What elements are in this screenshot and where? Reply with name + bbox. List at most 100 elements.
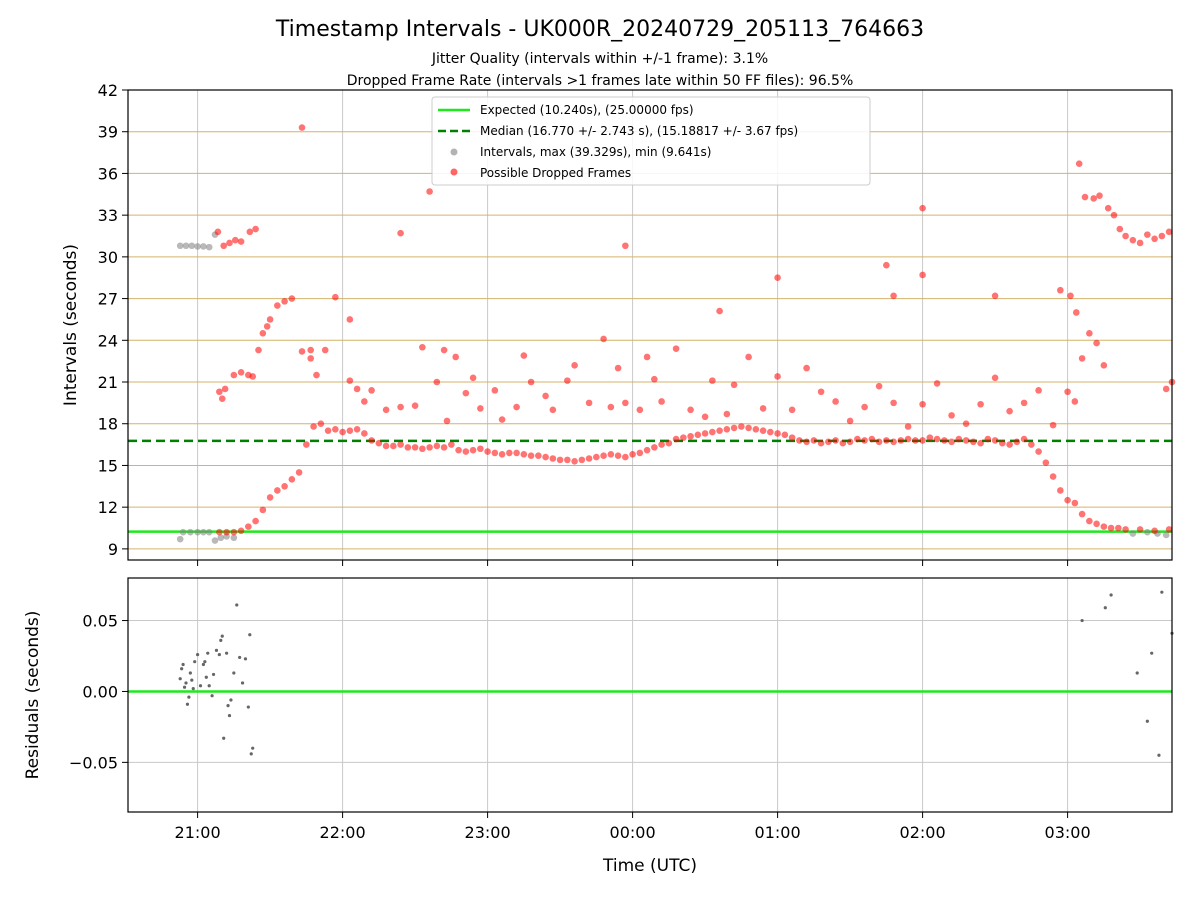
residual-point <box>178 677 182 681</box>
dropped-frame-point <box>549 455 557 462</box>
dropped-frame-point <box>774 373 781 380</box>
dropped-frame-point <box>1151 527 1158 535</box>
dropped-frame-point <box>585 455 593 462</box>
dropped-frame-point <box>252 517 259 525</box>
dropped-frame-point <box>680 434 687 441</box>
dropped-frame-point <box>832 398 839 405</box>
residual-point <box>210 694 214 698</box>
dropped-frame-point <box>281 298 288 305</box>
dropped-frame-point <box>477 405 484 412</box>
residual-point <box>207 684 211 688</box>
dropped-frame-point <box>759 427 767 434</box>
dropped-frame-point <box>266 494 274 501</box>
dropped-frame-point <box>1049 421 1057 429</box>
y-tick-label: −0.05 <box>69 753 118 772</box>
dropped-frame-point <box>846 438 854 446</box>
residual-point <box>240 681 245 685</box>
dropped-frame-point <box>353 385 361 393</box>
dropped-frame-point <box>709 428 716 436</box>
residual-point <box>248 633 252 637</box>
residual-point <box>220 634 224 638</box>
dropped-frame-point <box>506 449 513 457</box>
y-tick-label: 36 <box>98 164 118 183</box>
dropped-frame-point <box>535 452 542 460</box>
dropped-frame-point <box>1071 398 1079 405</box>
dropped-frame-point <box>622 453 629 461</box>
dropped-frame-point <box>1035 387 1042 394</box>
interval-point <box>194 528 201 536</box>
dropped-frame-point <box>281 483 288 490</box>
dropped-frame-point <box>636 406 644 414</box>
intervals-points <box>176 124 1176 544</box>
dropped-frame-point <box>607 403 615 411</box>
dropped-frame-point <box>346 427 354 434</box>
dropped-frame-point <box>658 398 665 405</box>
x-tick-label: 00:00 <box>610 823 656 842</box>
dropped-frame-point <box>651 444 658 451</box>
chart-title: Timestamp Intervals - UK000R_20240729_20… <box>275 17 924 42</box>
dropped-frame-point <box>803 364 810 372</box>
dropped-frame-point <box>230 528 238 536</box>
x-tick-label: 22:00 <box>320 823 366 842</box>
interval-point <box>176 535 184 543</box>
dropped-frame-point <box>955 435 963 443</box>
dropped-frame-point <box>368 437 375 444</box>
x-tick-label: 01:00 <box>755 823 801 842</box>
x-tick-label: 02:00 <box>900 823 946 842</box>
residual-point <box>227 713 232 718</box>
dropped-frame-point <box>404 444 412 451</box>
dropped-frame-point <box>846 417 854 425</box>
dropped-frame-point <box>977 400 984 408</box>
legend-expected-label: Expected (10.240s), (25.00000 fps) <box>480 103 694 117</box>
dropped-frame-point <box>252 225 259 233</box>
dropped-frame-point <box>1100 523 1108 530</box>
residual-point <box>219 638 223 643</box>
interval-point <box>1162 531 1170 539</box>
dropped-frame-point <box>1075 160 1083 167</box>
dropped-frame-point <box>230 371 238 379</box>
dropped-frame-point <box>1093 520 1100 528</box>
dropped-frame-point <box>919 437 926 444</box>
dropped-frame-point <box>346 377 354 384</box>
dropped-frame-point <box>1144 231 1151 238</box>
dropped-frame-point <box>1067 292 1074 300</box>
residuals-x-ticks: 21:00 22:00 23:00 00:00 01:00 02:00 03:00 <box>175 812 1091 842</box>
dropped-frame-point <box>999 439 1006 447</box>
dropped-frame-point <box>426 188 433 195</box>
dropped-frame-point <box>218 395 226 402</box>
dropped-frame-point <box>1006 407 1013 415</box>
dropped-frame-point <box>919 204 926 212</box>
dropped-frame-point <box>970 438 977 446</box>
chart-subtitle-jitter: Jitter Quality (intervals within +/-1 fr… <box>431 51 768 67</box>
residual-point <box>204 675 208 679</box>
dropped-frame-point <box>1165 526 1173 533</box>
y-tick-label: 21 <box>98 373 118 392</box>
dropped-frame-point <box>382 406 390 414</box>
dropped-frame-point <box>977 439 984 447</box>
dropped-frame-point <box>527 378 535 386</box>
y-tick-label: 30 <box>98 248 118 267</box>
dropped-frame-point <box>237 527 245 535</box>
dropped-frame-point <box>469 446 477 454</box>
dropped-frame-point <box>397 229 404 237</box>
dropped-frame-point <box>1049 473 1057 480</box>
y-tick-label: 0.00 <box>82 682 118 701</box>
dropped-frame-point <box>643 446 651 454</box>
dropped-frame-point <box>745 353 752 361</box>
dropped-frame-point <box>825 438 832 446</box>
residuals-points <box>178 590 1174 757</box>
residual-point <box>180 667 184 671</box>
dropped-frame-point <box>585 399 593 407</box>
dropped-frame-point <box>919 400 926 408</box>
dropped-frame-point <box>303 441 310 448</box>
dropped-frame-point <box>1100 362 1108 369</box>
dropped-frame-point <box>513 403 520 411</box>
dropped-frame-point <box>948 412 955 419</box>
dropped-frame-point <box>578 456 586 464</box>
dropped-frame-point <box>890 399 897 407</box>
dropped-frame-point <box>361 430 368 437</box>
dropped-frame-point <box>868 435 876 443</box>
dropped-frame-point <box>397 403 404 411</box>
residual-point <box>214 648 219 652</box>
dropped-frame-point <box>1042 459 1050 466</box>
